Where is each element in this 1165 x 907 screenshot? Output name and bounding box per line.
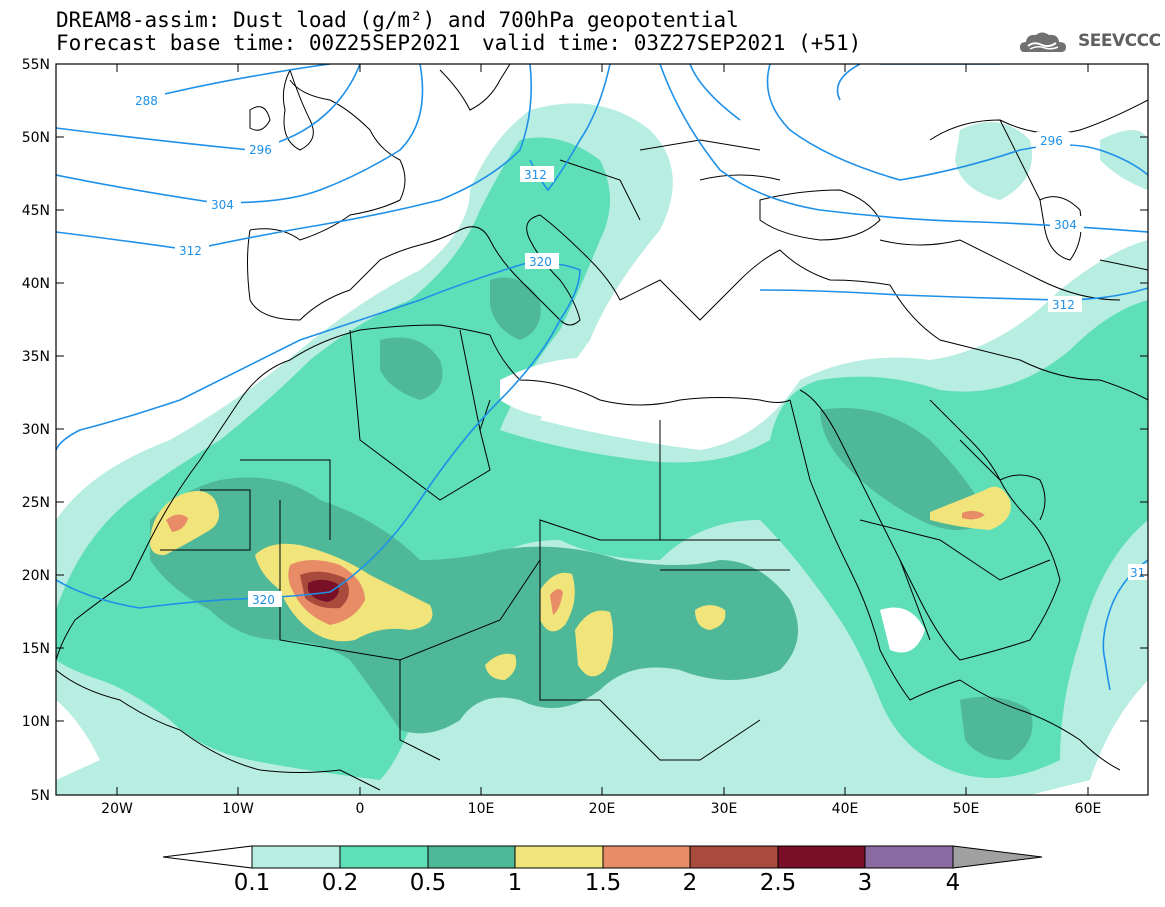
colorbar-bin bbox=[251, 845, 341, 869]
lon-label: 10E bbox=[468, 801, 495, 817]
contour-label-288: 288 bbox=[135, 94, 158, 108]
lat-label: 25N bbox=[22, 495, 50, 511]
colorbar-label: 0.5 bbox=[409, 870, 447, 896]
lat-label: 50N bbox=[22, 130, 50, 146]
lat-label: 10N bbox=[22, 714, 50, 730]
colorbar-label: 2.5 bbox=[759, 870, 797, 896]
colorbar-bin bbox=[514, 845, 604, 869]
dust-band-0.5 bbox=[150, 477, 798, 734]
colorbar-low-arrow bbox=[162, 845, 253, 869]
lat-label: 40N bbox=[22, 276, 50, 292]
dust-shading bbox=[56, 103, 1148, 795]
lat-label: 20N bbox=[22, 568, 50, 584]
contour-label-312: 312 bbox=[179, 244, 202, 258]
lon-label: 0 bbox=[356, 801, 365, 817]
dust-band-0.1-north bbox=[955, 122, 1032, 200]
contour-labels: 288 296 304 312 312 320 320 296 304 312 … bbox=[131, 92, 1148, 607]
lon-label: 20W bbox=[101, 801, 133, 817]
colorbar-bin bbox=[689, 845, 779, 869]
contour-label-296: 296 bbox=[249, 143, 272, 157]
contour-label-304: 304 bbox=[211, 198, 234, 212]
colorbar-label: 0.2 bbox=[321, 870, 359, 896]
lon-label: 30E bbox=[711, 801, 738, 817]
lat-label: 55N bbox=[22, 57, 50, 73]
coastlines bbox=[56, 64, 1148, 791]
valid-time: valid time: 03Z27SEP2021 (+51) bbox=[482, 31, 862, 55]
colorbar-label: 0.1 bbox=[233, 870, 271, 896]
contour-label-312: 312 bbox=[524, 168, 547, 182]
colorbar-bin bbox=[864, 845, 954, 869]
dust-band-2.5 bbox=[308, 579, 339, 602]
axis-ticks bbox=[56, 63, 1148, 796]
colorbar-label: 3 bbox=[857, 870, 873, 896]
lat-label: 15N bbox=[22, 641, 50, 657]
contour-label-312: 312 bbox=[1052, 298, 1075, 312]
lon-label: 10W bbox=[222, 801, 254, 817]
latitude-labels: 55N 50N 45N 40N 35N 30N 25N 20N 15N 10N … bbox=[22, 57, 50, 804]
contour-label-320: 320 bbox=[252, 593, 275, 607]
forecast-base-time: Forecast base time: 00Z25SEP2021 bbox=[56, 31, 461, 55]
lat-label: 30N bbox=[22, 422, 50, 438]
lon-label: 40E bbox=[832, 801, 859, 817]
colorbar-bin bbox=[427, 845, 516, 869]
cloud-icon bbox=[1020, 32, 1066, 52]
lat-label: 5N bbox=[31, 788, 50, 804]
map-title: DREAM8-assim: Dust load (g/m²) and 700hP… bbox=[56, 8, 739, 32]
contour-label-296: 296 bbox=[1040, 134, 1063, 148]
colorbar-high-arrow bbox=[952, 845, 1043, 869]
colorbar-label: 2 bbox=[682, 870, 698, 896]
lon-label: 60E bbox=[1075, 801, 1102, 817]
longitude-labels: 20W 10W 0 10E 20E 30E 40E 50E 60E bbox=[101, 801, 1101, 817]
contour-label-304: 304 bbox=[1054, 218, 1077, 232]
contour-label-31: 31 bbox=[1130, 566, 1145, 580]
colorbar-label: 1 bbox=[507, 870, 523, 896]
colorbar bbox=[162, 845, 1043, 869]
colorbar-label: 1.5 bbox=[584, 870, 622, 896]
logo-text: SEEVCCC bbox=[1078, 31, 1161, 51]
colorbar-bin bbox=[777, 845, 866, 869]
colorbar-bin bbox=[339, 845, 429, 869]
colorbar-label: 4 bbox=[945, 870, 961, 896]
lon-label: 50E bbox=[953, 801, 980, 817]
colorbar-bin bbox=[602, 845, 691, 869]
lat-label: 35N bbox=[22, 349, 50, 365]
lon-label: 20E bbox=[589, 801, 616, 817]
lat-label: 45N bbox=[22, 203, 50, 219]
contour-label-320: 320 bbox=[529, 255, 552, 269]
